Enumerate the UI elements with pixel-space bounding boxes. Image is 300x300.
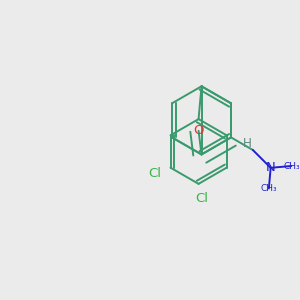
- Text: Cl: Cl: [195, 192, 208, 205]
- Text: CH₃: CH₃: [260, 184, 277, 193]
- Text: N: N: [266, 161, 275, 174]
- Text: H: H: [243, 137, 252, 150]
- Text: Cl: Cl: [148, 167, 161, 180]
- Text: O: O: [193, 124, 204, 137]
- Text: CH₃: CH₃: [283, 161, 300, 170]
